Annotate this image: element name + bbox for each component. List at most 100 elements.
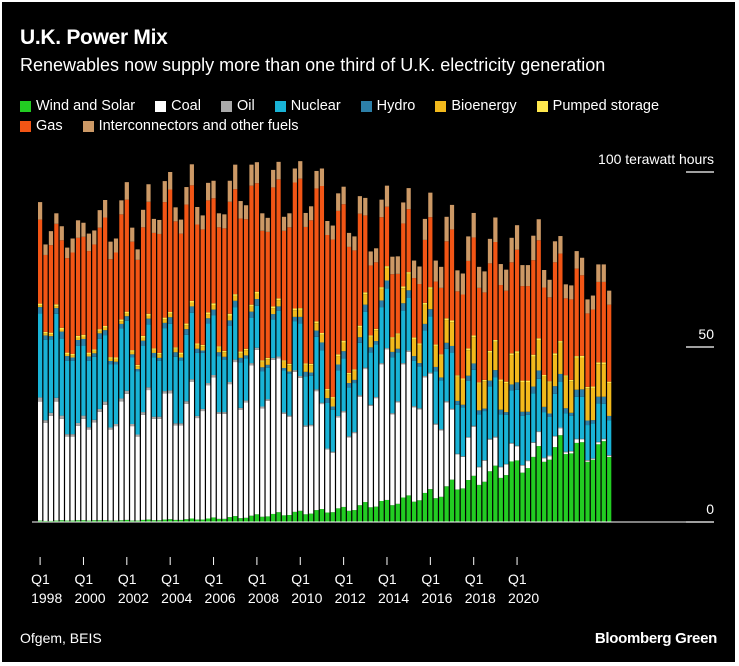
bar-segment-coal — [428, 373, 433, 490]
bar-segment-hydro — [216, 352, 222, 357]
bar-segment-coal — [514, 446, 520, 461]
bar-segment-hydro — [314, 330, 319, 337]
bar-segment-nuclear — [54, 313, 59, 398]
bar-segment-wind-and-solar — [525, 468, 530, 522]
bar-segment-wind-and-solar — [249, 515, 254, 522]
bar-segment-coal — [292, 371, 297, 512]
x-tick-label-quarter: Q1 — [118, 571, 137, 587]
bar-segment-bioenergy — [184, 325, 189, 330]
bar-segment-wind-and-solar — [135, 520, 140, 522]
bar-segment-nuclear — [151, 357, 157, 417]
bar-segment-bioenergy — [130, 351, 135, 355]
bar-segment-coal — [390, 414, 395, 506]
bar-segment-oil — [525, 460, 530, 462]
bar-segment-coal — [580, 439, 585, 443]
bar-segment-pumped-storage — [374, 328, 379, 331]
bar-segment-bioenergy — [168, 313, 173, 318]
bar-segment-oil — [401, 363, 406, 365]
bar-segment-pumped-storage — [254, 291, 259, 294]
bar-segment-pumped-storage — [200, 344, 205, 347]
bar-segment-pumped-storage — [536, 338, 541, 340]
legend-item-oil: Oil — [220, 98, 255, 114]
bar-segment-oil — [449, 408, 455, 410]
bar-segment-coal — [379, 364, 384, 501]
bar-segment-interconnectors-and-other-fuels — [103, 200, 108, 218]
bar-segment-hydro — [514, 382, 520, 390]
bar-segment-interconnectors-and-other-fuels — [401, 202, 406, 224]
bar-segment-gas — [455, 291, 460, 376]
bar-segment-wind-and-solar — [130, 520, 135, 522]
bar-segment-oil — [281, 412, 287, 414]
bar-segment-oil — [113, 424, 119, 427]
bar-segment-gas — [124, 199, 129, 312]
chart-subtitle: Renewables now supply more than one thir… — [20, 55, 606, 75]
bar-segment-oil — [330, 451, 335, 453]
bar-segment-bioenergy — [325, 390, 330, 399]
bar-segment-bioenergy — [406, 273, 411, 291]
bar-segment-wind-and-solar — [422, 492, 428, 522]
bar-segment-oil — [130, 424, 135, 427]
bar-segment-hydro — [401, 303, 406, 311]
bar-segment-oil — [200, 408, 205, 412]
bar-segment-gas — [406, 209, 411, 273]
bar-segment-coal — [569, 451, 574, 454]
bar-segment-gas — [303, 226, 308, 364]
bar-segment-interconnectors-and-other-fuels — [233, 164, 238, 190]
bar-segment-nuclear — [325, 403, 330, 449]
bar-segment-interconnectors-and-other-fuels — [558, 236, 563, 254]
bar-segment-wind-and-solar — [43, 520, 48, 522]
x-tick: Q1 2006 — [205, 557, 236, 606]
bar-segment-wind-and-solar — [552, 447, 558, 522]
bar-segment-pumped-storage — [287, 363, 292, 366]
bar-segment-interconnectors-and-other-fuels — [433, 260, 438, 282]
bar-segment-nuclear — [249, 317, 254, 364]
bar-segment-pumped-storage — [189, 300, 194, 303]
bar-segment-oil — [395, 401, 400, 403]
bar-segment-wind-and-solar — [411, 501, 417, 522]
bar-segment-hydro — [357, 337, 362, 343]
bar-segment-pumped-storage — [363, 292, 368, 295]
bar-segment-oil — [547, 455, 552, 457]
bar-segment-coal — [271, 359, 276, 514]
bar-segment-coal — [590, 459, 596, 460]
bar-segment-interconnectors-and-other-fuels — [460, 273, 465, 295]
bar-segment-interconnectors-and-other-fuels — [260, 213, 265, 231]
bar-segment-nuclear — [417, 366, 422, 409]
bar-segment-interconnectors-and-other-fuels — [298, 161, 303, 179]
bar-segment-hydro — [292, 316, 297, 322]
bar-segment-interconnectors-and-other-fuels — [281, 216, 287, 231]
bar-segment-coal — [287, 417, 292, 515]
bar-segment-gas — [563, 298, 568, 376]
bar-segment-oil — [86, 427, 91, 430]
bar-segment-oil — [48, 412, 54, 416]
bar-segment-nuclear — [477, 414, 482, 467]
bar-segment-wind-and-solar — [227, 517, 232, 522]
bar-segment-oil — [455, 453, 460, 455]
bar-segment-hydro — [287, 371, 292, 374]
bar-segment-coal — [254, 349, 259, 515]
bar-segment-coal — [574, 439, 579, 443]
bar-segment-coal — [417, 409, 422, 501]
x-tick-label-year: 1998 — [31, 590, 62, 606]
bar-segment-hydro — [254, 299, 259, 306]
bar-segment-pumped-storage — [601, 362, 606, 365]
x-tick-label-quarter: Q1 — [508, 571, 527, 587]
x-tick: Q1 2008 — [248, 557, 279, 606]
bar-segment-bioenergy — [531, 356, 536, 387]
bar-segment-wind-and-solar — [173, 519, 178, 522]
bar-segment-wind-and-solar — [601, 441, 606, 522]
bar-segment-nuclear — [493, 377, 498, 437]
bar-segment-coal — [330, 452, 335, 513]
bar-segment-nuclear — [287, 373, 292, 416]
bar-segment-bioenergy — [363, 294, 368, 305]
bar-segment-oil — [558, 427, 563, 429]
bar-segment-coal — [601, 439, 606, 442]
bar-segment-coal — [401, 364, 406, 498]
bar-segment-hydro — [363, 304, 368, 312]
bar-segment-wind-and-solar — [498, 477, 503, 522]
bar-segment-coal — [439, 430, 444, 497]
bar-segment-bioenergy — [514, 352, 520, 383]
bar-segment-oil — [498, 466, 503, 468]
bar-segment-hydro — [341, 351, 346, 359]
bar-segment-bioenergy — [336, 356, 341, 365]
